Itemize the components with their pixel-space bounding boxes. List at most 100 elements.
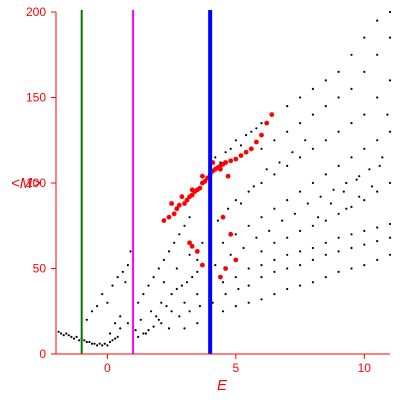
data-point xyxy=(116,335,119,338)
data-point xyxy=(85,340,88,344)
data-point xyxy=(160,322,163,325)
data-point xyxy=(337,250,340,253)
data-point xyxy=(350,53,353,56)
data-point xyxy=(260,122,263,125)
data-point xyxy=(106,344,109,347)
data-point xyxy=(363,199,366,202)
data-point xyxy=(324,241,327,244)
data-point xyxy=(224,293,227,296)
data-point xyxy=(188,216,191,219)
data-point xyxy=(96,305,99,308)
data-point xyxy=(150,310,153,313)
data-point xyxy=(137,335,140,338)
data-point xyxy=(75,335,78,338)
y-tick-label: 50 xyxy=(33,262,47,276)
data-point xyxy=(245,134,248,137)
data-point xyxy=(388,79,392,82)
data-point xyxy=(178,233,181,236)
data-point xyxy=(237,287,240,291)
data-point xyxy=(273,139,276,142)
data-point xyxy=(196,293,199,296)
data-point xyxy=(286,253,289,256)
data-point xyxy=(239,144,243,147)
data-point xyxy=(350,122,353,125)
data-point xyxy=(324,173,327,176)
data-point xyxy=(273,207,276,210)
data-point xyxy=(273,293,276,296)
y-tick-label: 150 xyxy=(26,91,46,105)
data-point xyxy=(386,113,389,116)
data-point xyxy=(286,130,289,133)
data-point xyxy=(101,293,104,296)
y-tick-label: 100 xyxy=(26,176,46,190)
data-point xyxy=(196,322,199,325)
data-point xyxy=(144,332,147,335)
data-point xyxy=(299,190,302,193)
data-point xyxy=(247,224,250,227)
data-point xyxy=(227,207,230,210)
data-point xyxy=(273,241,276,244)
data-point xyxy=(111,284,114,287)
y-tick-label: 200 xyxy=(26,5,46,19)
data-point xyxy=(388,236,392,239)
data-point xyxy=(363,70,366,73)
highlighted-point xyxy=(182,201,187,206)
data-point xyxy=(234,233,237,236)
data-point xyxy=(198,305,201,308)
data-point xyxy=(350,246,353,250)
data-point xyxy=(311,147,314,150)
highlighted-point xyxy=(223,160,229,165)
data-point xyxy=(234,199,237,202)
data-point xyxy=(147,284,150,287)
data-point xyxy=(388,130,392,133)
data-point xyxy=(337,164,340,167)
data-point xyxy=(337,96,340,99)
data-point xyxy=(98,342,101,345)
data-point xyxy=(142,293,145,296)
data-point xyxy=(126,264,129,267)
data-point xyxy=(260,181,263,185)
data-point xyxy=(350,233,353,236)
data-point xyxy=(157,267,160,270)
data-point xyxy=(286,236,289,239)
highlighted-point xyxy=(166,214,172,220)
data-point xyxy=(306,202,309,205)
x-tick-label: 5 xyxy=(233,361,240,375)
data-point xyxy=(126,322,129,325)
highlighted-point xyxy=(218,166,223,172)
data-point xyxy=(216,219,219,222)
data-point xyxy=(234,139,237,142)
data-point xyxy=(299,96,302,99)
y-tick-label: 0 xyxy=(39,347,46,361)
highlighted-point xyxy=(161,218,167,224)
data-point xyxy=(350,267,353,270)
data-point xyxy=(196,258,199,261)
data-point xyxy=(185,281,189,284)
x-tick-label: 0 xyxy=(104,361,111,375)
highlighted-point xyxy=(233,257,239,263)
data-point xyxy=(188,253,191,256)
highlighted-point xyxy=(225,173,231,179)
data-point xyxy=(376,53,379,56)
data-point xyxy=(121,270,124,273)
data-point xyxy=(324,105,327,108)
data-point xyxy=(162,281,165,284)
data-point xyxy=(345,207,348,210)
highlighted-point xyxy=(197,185,203,191)
highlighted-point xyxy=(223,266,229,271)
data-point xyxy=(299,229,302,232)
data-point xyxy=(111,339,114,342)
highlighted-point xyxy=(174,206,180,212)
data-point xyxy=(137,301,140,304)
data-point xyxy=(286,164,289,167)
data-point xyxy=(376,190,379,193)
data-point xyxy=(260,216,263,219)
highlighted-point xyxy=(228,231,234,237)
data-point xyxy=(139,318,142,321)
axes xyxy=(55,12,390,355)
data-point xyxy=(278,161,281,164)
data-point xyxy=(114,337,117,340)
data-point xyxy=(175,267,178,270)
